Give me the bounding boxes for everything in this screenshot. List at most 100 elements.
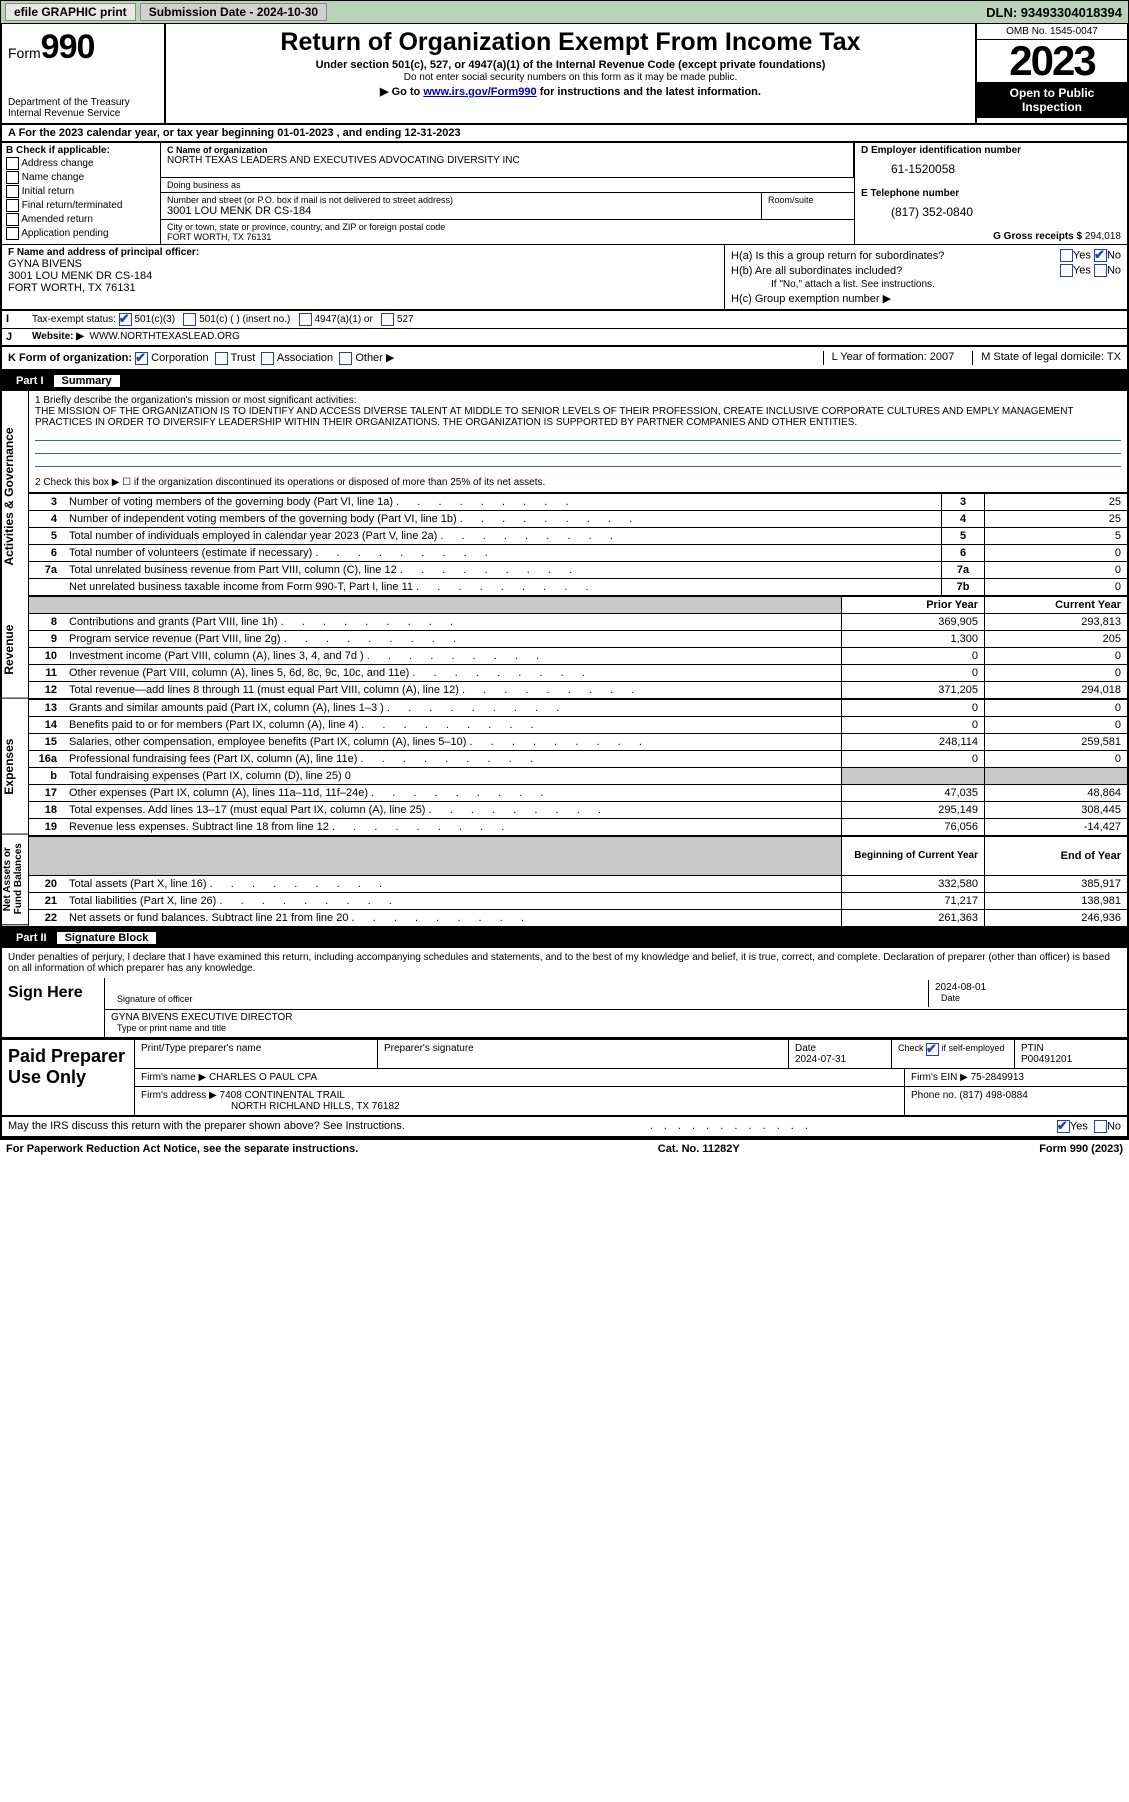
- chk-application-pending[interactable]: Application pending: [6, 227, 156, 240]
- chk-association[interactable]: [261, 352, 274, 365]
- firm-name-label: Firm's name ▶: [141, 1072, 206, 1083]
- mission-block: 1 Briefly describe the organization's mi…: [29, 391, 1127, 493]
- year-formation: L Year of formation: 2007: [823, 351, 955, 365]
- firm-addr1: 7408 CONTINENTAL TRAIL: [220, 1090, 345, 1101]
- goto-suffix: for instructions and the latest informat…: [537, 86, 761, 98]
- ptin-label: PTIN: [1021, 1043, 1121, 1054]
- officer-printed-name: GYNA BIVENS EXECUTIVE DIRECTOR: [111, 1012, 1121, 1023]
- table-row: 20Total assets (Part X, line 16) . . . .…: [29, 875, 1127, 892]
- blue-rule-2: [35, 441, 1121, 454]
- room-suite: Room/suite: [762, 193, 854, 219]
- form-of-org: K Form of organization: Corporation Trus…: [8, 351, 394, 365]
- section-b-label: B Check if applicable:: [6, 145, 156, 156]
- tax-exempt-label: Tax-exempt status:: [32, 314, 116, 325]
- ein-value: 61-1520058: [891, 162, 1121, 176]
- gross-receipts: G Gross receipts $ 294,018: [861, 231, 1121, 242]
- officer-name: GYNA BIVENS: [8, 258, 718, 270]
- officer-signature-line[interactable]: [111, 980, 928, 994]
- ha-line: H(a) Is this a group return for subordin…: [731, 249, 1121, 262]
- hb-note: If "No," attach a list. See instructions…: [771, 279, 1121, 290]
- governance-table: 3Number of voting members of the governi…: [29, 493, 1127, 595]
- sign-date: 2024-08-01: [935, 982, 1115, 993]
- efile-graphic-print-button[interactable]: efile GRAPHIC print: [5, 3, 136, 21]
- signature-block: Sign Here Signature of officer 2024-08-0…: [0, 978, 1129, 1040]
- tab-revenue: Revenue: [2, 601, 28, 699]
- chk-corporation[interactable]: [135, 352, 148, 365]
- table-row: 17Other expenses (Part IX, column (A), l…: [29, 784, 1127, 801]
- irs-link[interactable]: www.irs.gov/Form990: [423, 86, 536, 98]
- chk-501c[interactable]: [183, 313, 196, 326]
- officer-sig-label: Signature of officer: [111, 994, 928, 1006]
- hb-no: No: [1107, 264, 1121, 276]
- prep-date: 2024-07-31: [795, 1054, 885, 1065]
- chk-discuss-no[interactable]: [1094, 1120, 1107, 1133]
- table-row: 18Total expenses. Add lines 13–17 (must …: [29, 801, 1127, 818]
- expenses-table: 13Grants and similar amounts paid (Part …: [29, 698, 1127, 835]
- part1-header: Part I Summary: [0, 371, 1129, 391]
- row-a-tax-year: A For the 2023 calendar year, or tax yea…: [0, 125, 1129, 143]
- sidebar-tabs: Activities & Governance Revenue Expenses…: [2, 391, 29, 926]
- part2-num: Part II: [8, 932, 55, 944]
- chk-trust[interactable]: [215, 352, 228, 365]
- perjury-statement: Under penalties of perjury, I declare th…: [0, 948, 1129, 978]
- opt-4947: 4947(a)(1) or: [314, 314, 372, 325]
- ha-yes: Yes: [1073, 249, 1091, 261]
- chk-other[interactable]: [339, 352, 352, 365]
- submission-date-button[interactable]: Submission Date - 2024-10-30: [140, 3, 327, 21]
- table-row: 10Investment income (Part VIII, column (…: [29, 647, 1127, 664]
- chk-address-change[interactable]: Address change: [6, 157, 156, 170]
- table-row: 4Number of independent voting members of…: [29, 510, 1127, 527]
- form-header: Form990 Department of the Treasury Inter…: [0, 24, 1129, 125]
- street-row: Number and street (or P.O. box if mail i…: [161, 193, 854, 220]
- prep-firm-name-row: Firm's name ▶ CHARLES O PAUL CPA Firm's …: [135, 1069, 1127, 1087]
- mission-text: THE MISSION OF THE ORGANIZATION IS TO ID…: [35, 406, 1121, 428]
- part1-title: Summary: [54, 375, 120, 387]
- no-ssn-notice: Do not enter social security numbers on …: [174, 72, 967, 83]
- gross-value: 294,018: [1085, 231, 1121, 242]
- chk-4947[interactable]: [299, 313, 312, 326]
- top-bar: efile GRAPHIC print Submission Date - 20…: [0, 0, 1129, 24]
- firm-addr-label: Firm's address ▶: [141, 1090, 217, 1101]
- header-left: Form990 Department of the Treasury Inter…: [2, 24, 166, 123]
- open-public-badge: Open to Public Inspection: [977, 82, 1127, 118]
- block-fh: F Name and address of principal officer:…: [0, 244, 1129, 311]
- gross-label: G Gross receipts $: [993, 231, 1082, 242]
- chk-self-employed[interactable]: [926, 1043, 939, 1056]
- prep-hdr-date: Date: [795, 1043, 885, 1054]
- opt-527: 527: [397, 314, 414, 325]
- sign-here-label: Sign Here: [2, 978, 105, 1037]
- chk-initial-return[interactable]: Initial return: [6, 185, 156, 198]
- lbl-initial-return: Initial return: [22, 186, 74, 197]
- chk-501c3[interactable]: [119, 313, 132, 326]
- blue-rule-3: [35, 454, 1121, 467]
- hdr-current-year: Current Year: [985, 596, 1128, 614]
- prep-firm-addr-row: Firm's address ▶ 7408 CONTINENTAL TRAIL …: [135, 1087, 1127, 1115]
- table-row: 21Total liabilities (Part X, line 26) . …: [29, 892, 1127, 909]
- dba-label: Doing business as: [167, 180, 241, 190]
- firm-name-value: CHARLES O PAUL CPA: [209, 1072, 317, 1083]
- chk-discuss-yes[interactable]: [1057, 1120, 1070, 1133]
- dept-treasury: Department of the Treasury: [8, 97, 158, 108]
- hb-yes: Yes: [1073, 264, 1091, 276]
- printed-name-label: Type or print name and title: [111, 1023, 1121, 1035]
- open-public-1: Open to Public: [979, 86, 1125, 100]
- chk-527[interactable]: [381, 313, 394, 326]
- tab-governance: Activities & Governance: [2, 391, 28, 602]
- discuss-row: May the IRS discuss this return with the…: [0, 1117, 1129, 1138]
- section-b-checkboxes: B Check if applicable: Address change Na…: [2, 143, 161, 244]
- hc-line: H(c) Group exemption number ▶: [731, 292, 1121, 305]
- ptin-value: P00491201: [1021, 1054, 1121, 1065]
- form-990: 990: [41, 28, 95, 66]
- tab-net-assets: Net Assets or Fund Balances: [2, 834, 28, 925]
- form-990-footer: Form 990 (2023): [1039, 1143, 1123, 1155]
- chk-final-return[interactable]: Final return/terminated: [6, 199, 156, 212]
- website-label: Website: ▶: [32, 331, 84, 342]
- discuss-text: May the IRS discuss this return with the…: [8, 1120, 405, 1133]
- form-org-label: K Form of organization:: [8, 352, 132, 364]
- table-row: 3Number of voting members of the governi…: [29, 493, 1127, 510]
- row-j: J Website: ▶ WWW.NORTHTEXASLEAD.ORG: [0, 329, 1129, 347]
- chk-amended-return[interactable]: Amended return: [6, 213, 156, 226]
- section-f: F Name and address of principal officer:…: [2, 245, 725, 309]
- chk-name-change[interactable]: Name change: [6, 171, 156, 184]
- dba-row: Doing business as: [161, 178, 854, 193]
